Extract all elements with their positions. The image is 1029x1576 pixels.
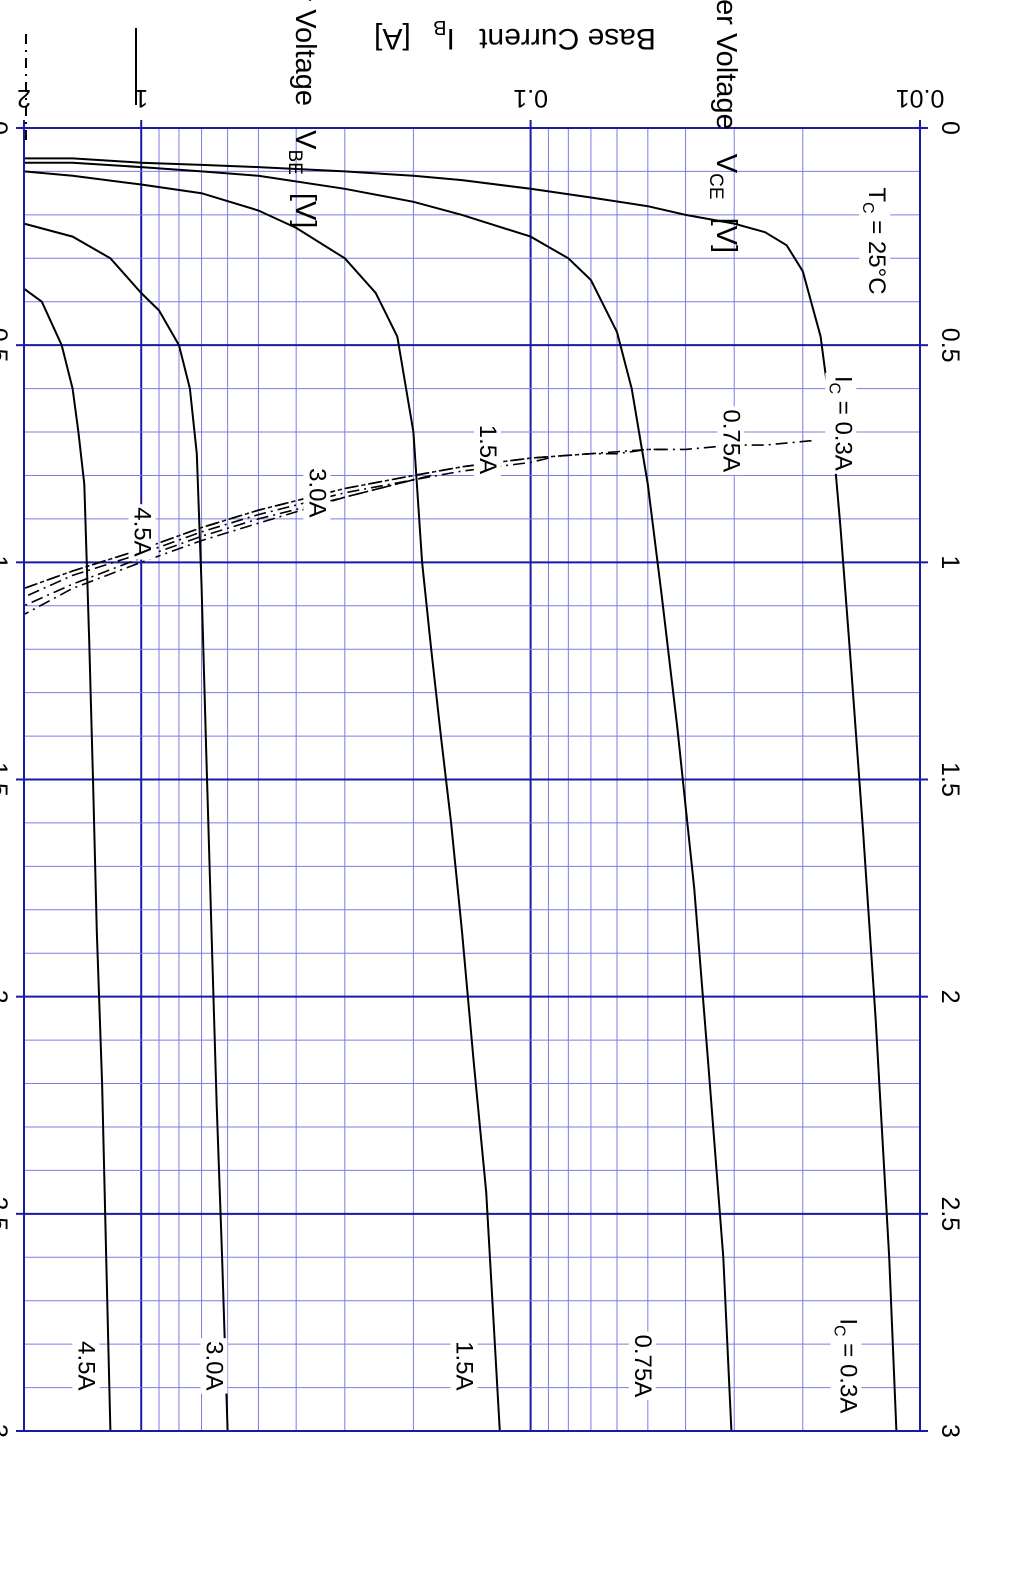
vce-label-0.75a: 0.75A bbox=[628, 1331, 656, 1401]
y-left-unit: [V] bbox=[710, 218, 742, 253]
label-part: 1.5A bbox=[474, 425, 501, 474]
label-background bbox=[200, 1338, 228, 1394]
y-right-tick-label: 3 bbox=[0, 1424, 12, 1438]
label-part: C bbox=[825, 383, 842, 395]
y-right-label: Base-Emitter Voltage bbox=[289, 0, 321, 106]
label-background bbox=[859, 184, 891, 298]
label-part: 3.0A bbox=[303, 468, 330, 517]
x-axis-symbol: I bbox=[446, 22, 454, 55]
vbe-label-3a-text: 3.0A bbox=[303, 468, 330, 517]
x-axis-symbol-sub: B bbox=[433, 16, 446, 38]
y-left-tick-label: 3 bbox=[936, 1424, 964, 1438]
y-right-tick-label: 0 bbox=[0, 121, 12, 135]
label-part: 3.0A bbox=[200, 1341, 227, 1390]
label-background bbox=[72, 1338, 100, 1394]
label-background bbox=[628, 1331, 656, 1401]
x-tick-label: 1 bbox=[134, 84, 148, 112]
y-left-title: Collector-Emitter Voltage VCE [V] bbox=[703, 0, 742, 253]
vbe-label-1.5a-text: 1.5A bbox=[474, 425, 501, 474]
vce-curve bbox=[23, 222, 229, 1432]
vbe-label-0.3a-text: IC = 0.3A bbox=[825, 376, 856, 471]
vce-label-3a: 3.0A bbox=[200, 1338, 228, 1394]
vbe-label-4.5a-text: 4.5A bbox=[129, 507, 156, 556]
label-part: C bbox=[831, 1325, 848, 1337]
vbe-label-0.3a: IC = 0.3A bbox=[825, 372, 857, 474]
vce-curve bbox=[23, 170, 501, 1432]
vce-curve bbox=[23, 287, 112, 1432]
y-left-tick-label: 0 bbox=[936, 121, 964, 135]
label-part: = 0.3A bbox=[835, 1337, 862, 1414]
y-left-tick-label: 1 bbox=[936, 555, 964, 569]
y-left-tick-label: 2 bbox=[936, 990, 964, 1004]
label-background bbox=[717, 406, 745, 476]
y-right-symbol-sub: BE bbox=[284, 149, 305, 174]
vce-label-0.3a: IC = 0.3A bbox=[830, 1315, 862, 1417]
label-part: 0.75A bbox=[717, 409, 744, 472]
x-tick-label: 2 bbox=[17, 84, 31, 112]
vce-label-0.75a-text: 0.75A bbox=[629, 1334, 656, 1397]
y-left-tick-label: 0.5 bbox=[936, 328, 964, 363]
label-background bbox=[303, 465, 331, 521]
label-background bbox=[128, 504, 156, 560]
y-right-tick-label: 2 bbox=[0, 990, 12, 1004]
vbe-label-1.5a: 1.5A bbox=[473, 421, 501, 478]
y-right-unit: [V] bbox=[289, 193, 321, 228]
y-right-tick-label: 2.5 bbox=[0, 1196, 12, 1231]
vbe-label-4.5a: 4.5A bbox=[128, 504, 156, 560]
vce-curve bbox=[24, 161, 733, 1432]
tc-label: TC = 25°C bbox=[859, 184, 891, 298]
vce-label-4.5a-text: 4.5A bbox=[72, 1341, 99, 1390]
x-axis-label: Base Current bbox=[478, 22, 655, 55]
label-part: = 25°C bbox=[863, 214, 890, 295]
label-part: 0.75A bbox=[629, 1334, 656, 1397]
label-part: 1.5A bbox=[450, 1341, 477, 1390]
y-right-title: Base-Emitter Voltage VBE [V] bbox=[282, 0, 321, 228]
label-background bbox=[825, 372, 857, 474]
x-tick-label: 0.01 bbox=[896, 84, 945, 112]
x-axis-unit: [A] bbox=[374, 22, 411, 55]
vce-label-3a-text: 3.0A bbox=[200, 1341, 227, 1390]
y-right-symbol: V bbox=[289, 130, 321, 150]
label-background bbox=[473, 421, 501, 478]
label-part: I bbox=[835, 1318, 862, 1325]
y-right-tick-label: 0.5 bbox=[0, 328, 12, 363]
label-part: C bbox=[859, 202, 876, 214]
vbe-label-3a: 3.0A bbox=[303, 465, 331, 521]
y-left-tick-label: 1.5 bbox=[936, 762, 964, 797]
vce-curves bbox=[23, 157, 898, 1432]
vbe-label-0.75a: 0.75A bbox=[717, 406, 745, 476]
vbe-curve bbox=[23, 479, 414, 616]
label-background bbox=[450, 1338, 478, 1394]
vce-label-0.3a-text: IC = 0.3A bbox=[831, 1318, 862, 1413]
grid bbox=[23, 127, 921, 1432]
vbe-label-0.75a-text: 0.75A bbox=[717, 409, 744, 472]
tc-label-text: TC = 25°C bbox=[859, 187, 890, 294]
vce-label-1.5a-text: 1.5A bbox=[450, 1341, 477, 1390]
label-part: I bbox=[829, 376, 856, 383]
vce-label-1.5a: 1.5A bbox=[450, 1338, 478, 1394]
y-left-tick-label: 2.5 bbox=[936, 1196, 964, 1231]
y-left-label: Collector-Emitter Voltage bbox=[710, 0, 742, 130]
labels: Base Current IB [A] Collector-Emitter Vo… bbox=[25, 0, 891, 1417]
y-left-symbol-sub: CE bbox=[705, 173, 726, 199]
label-part: 4.5A bbox=[72, 1341, 99, 1390]
y-right-tick-label: 1.5 bbox=[0, 762, 12, 797]
x-axis-title: Base Current IB [A] bbox=[374, 14, 656, 55]
label-background bbox=[830, 1315, 862, 1417]
y-right-tick-label: 1 bbox=[0, 555, 12, 569]
vce-label-4.5a: 4.5A bbox=[72, 1338, 100, 1394]
label-part: 4.5A bbox=[129, 507, 156, 556]
label-part: T bbox=[863, 187, 890, 202]
label-part: = 0.3A bbox=[829, 394, 856, 471]
vce-curve bbox=[24, 157, 898, 1432]
y-left-symbol: V bbox=[710, 154, 742, 174]
x-tick-label: 0.1 bbox=[513, 84, 548, 112]
vbe-curve bbox=[23, 457, 549, 598]
